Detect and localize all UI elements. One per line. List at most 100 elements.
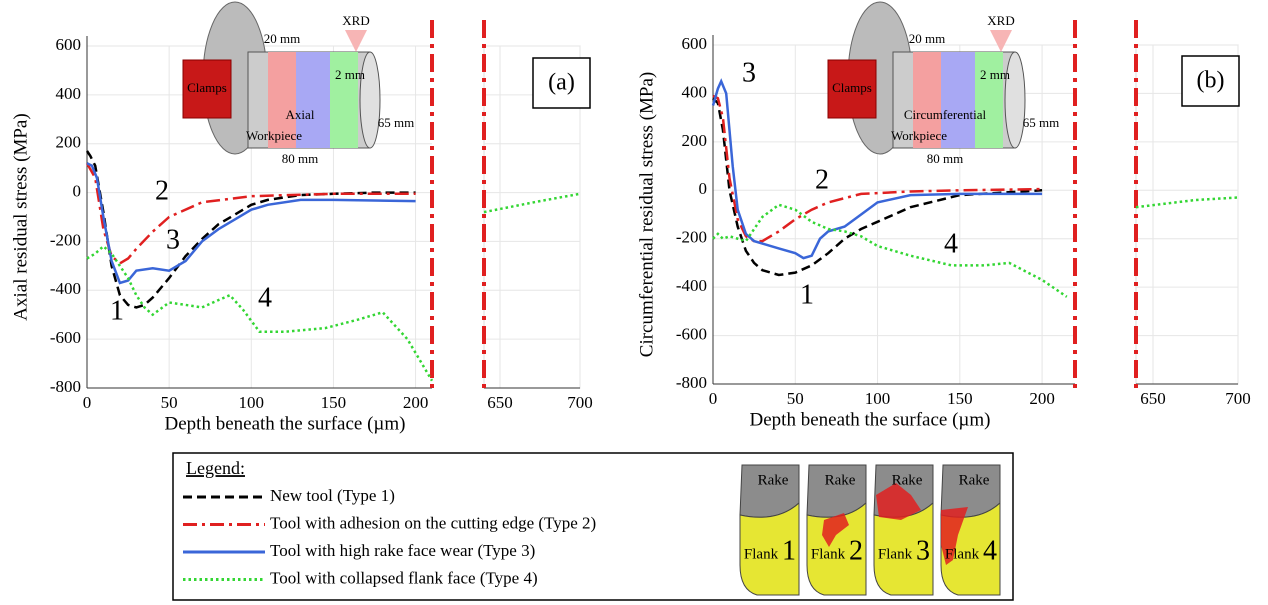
flank-face xyxy=(806,501,867,596)
y-tick-label: -200 xyxy=(50,230,81,249)
tool-flank-label: Flank xyxy=(744,546,779,562)
panel-box xyxy=(532,57,591,109)
tool-rake-label: Rake xyxy=(959,472,990,488)
x-tick-label: 700 xyxy=(567,393,593,412)
series-line xyxy=(712,203,1068,298)
tool-number: 2 xyxy=(849,535,863,566)
legend-label: Tool with adhesion on the cutting edge (… xyxy=(270,513,596,532)
y-tick-label: 200 xyxy=(682,131,708,150)
panel-label: (b) xyxy=(1197,68,1225,94)
inset-label: 2 mm xyxy=(980,67,1010,82)
legend-label: New tool (Type 1) xyxy=(270,486,395,505)
inset-label: 2 mm xyxy=(335,67,365,82)
curve-label: 3 xyxy=(166,224,180,255)
inset-label: 20 mm xyxy=(909,31,945,46)
series-line xyxy=(483,192,581,214)
tool-number: 4 xyxy=(983,535,997,566)
clamp-block xyxy=(827,59,877,119)
tool-flank-label: Flank xyxy=(811,546,846,562)
series-line xyxy=(712,97,1043,277)
y-tick-label: 0 xyxy=(699,179,708,198)
x-axis-label: Depth beneath the surface (µm) xyxy=(750,409,991,430)
tool-image: Rake Flank 3 xyxy=(873,464,934,596)
x-tick-label: 0 xyxy=(83,393,92,412)
y-tick-label: -200 xyxy=(676,228,707,247)
y-tick-label: 400 xyxy=(56,84,82,103)
series-line xyxy=(86,244,434,382)
inset-label: Workpiece xyxy=(891,128,947,143)
curve-label: 1 xyxy=(800,279,814,310)
clamp-block xyxy=(182,59,232,119)
series-line xyxy=(711,78,1043,260)
curve-label: 3 xyxy=(742,57,756,88)
series-line xyxy=(1135,196,1239,209)
series-line xyxy=(712,94,1043,243)
tool-rake-label: Rake xyxy=(758,472,789,488)
y-tick-label: 0 xyxy=(73,181,82,200)
tool-image: Rake Flank 1 xyxy=(739,464,800,596)
x-tick-label: 650 xyxy=(487,393,513,412)
inset-label: XRD xyxy=(342,13,369,28)
xrd-beam xyxy=(990,30,1012,52)
series-line xyxy=(85,150,416,309)
curve-label: 2 xyxy=(155,175,169,206)
y-axis-label: Axial residual stress (MPa) xyxy=(10,113,31,320)
x-tick-label: 650 xyxy=(1140,389,1166,408)
legend-title: Legend: xyxy=(186,458,245,478)
band xyxy=(330,52,358,148)
curve-label: 4 xyxy=(944,228,958,259)
y-tick-label: -800 xyxy=(676,373,707,392)
xrd-beam xyxy=(345,30,367,52)
x-tick-label: 200 xyxy=(403,393,429,412)
inset-label: Workpiece xyxy=(246,128,302,143)
inset-label: Axial xyxy=(286,107,315,122)
y-tick-label: -800 xyxy=(50,377,81,396)
y-tick-label: -600 xyxy=(676,324,707,343)
wear-zone xyxy=(941,507,968,565)
inset: 20 mm XRD 2 mm Clamps Axial Workpiece 80 mm 65 … xyxy=(182,1,414,166)
legend-label: Tool with high rake face wear (Type 3) xyxy=(270,541,535,560)
y-tick-label: 400 xyxy=(682,82,708,101)
x-tick-label: 200 xyxy=(1029,389,1055,408)
x-tick-label: 150 xyxy=(947,389,973,408)
tool-rake-label: Rake xyxy=(892,472,923,488)
panel-box xyxy=(1181,55,1240,107)
workpiece-end xyxy=(359,51,381,149)
curve-label: 2 xyxy=(815,164,829,195)
x-axis-label: Depth beneath the surface (µm) xyxy=(165,413,406,434)
inset-label: 20 mm xyxy=(264,31,300,46)
y-tick-label: 600 xyxy=(682,34,708,53)
band xyxy=(913,52,941,148)
tool-number: 1 xyxy=(782,535,796,566)
wear-zone xyxy=(876,483,921,520)
workpiece-end xyxy=(1004,51,1026,149)
inset-label: Circumferential xyxy=(904,107,987,122)
x-tick-label: 50 xyxy=(161,393,178,412)
x-tick-label: 100 xyxy=(865,389,891,408)
inset-label: 80 mm xyxy=(282,151,318,166)
inset: 20 mm XRD 2 mm Clamps Circumferential Workpie… xyxy=(827,1,1059,166)
wear-zone xyxy=(822,513,849,547)
curve-label: 4 xyxy=(258,282,272,313)
tool-flank-label: Flank xyxy=(878,546,913,562)
x-tick-label: 50 xyxy=(787,389,804,408)
x-tick-label: 150 xyxy=(321,393,347,412)
y-tick-label: 600 xyxy=(56,35,82,54)
inset-label: Clamps xyxy=(832,80,872,95)
y-tick-label: 200 xyxy=(56,133,82,152)
tool-image: Rake Flank 4 xyxy=(940,464,1001,596)
y-tick-label: -400 xyxy=(50,279,81,298)
tool-flank-label: Flank xyxy=(945,546,980,562)
flank-face xyxy=(739,501,800,596)
band xyxy=(941,52,975,148)
series-line xyxy=(86,162,416,285)
inset-label: Clamps xyxy=(187,80,227,95)
inset-label: XRD xyxy=(987,13,1014,28)
tool-rake-label: Rake xyxy=(825,472,856,488)
band xyxy=(975,52,1003,148)
inset-label: 65 mm xyxy=(378,115,414,130)
y-tick-label: -400 xyxy=(676,276,707,295)
curve-label: 1 xyxy=(110,295,124,326)
y-tick-label: -600 xyxy=(50,328,81,347)
x-tick-label: 700 xyxy=(1225,389,1251,408)
